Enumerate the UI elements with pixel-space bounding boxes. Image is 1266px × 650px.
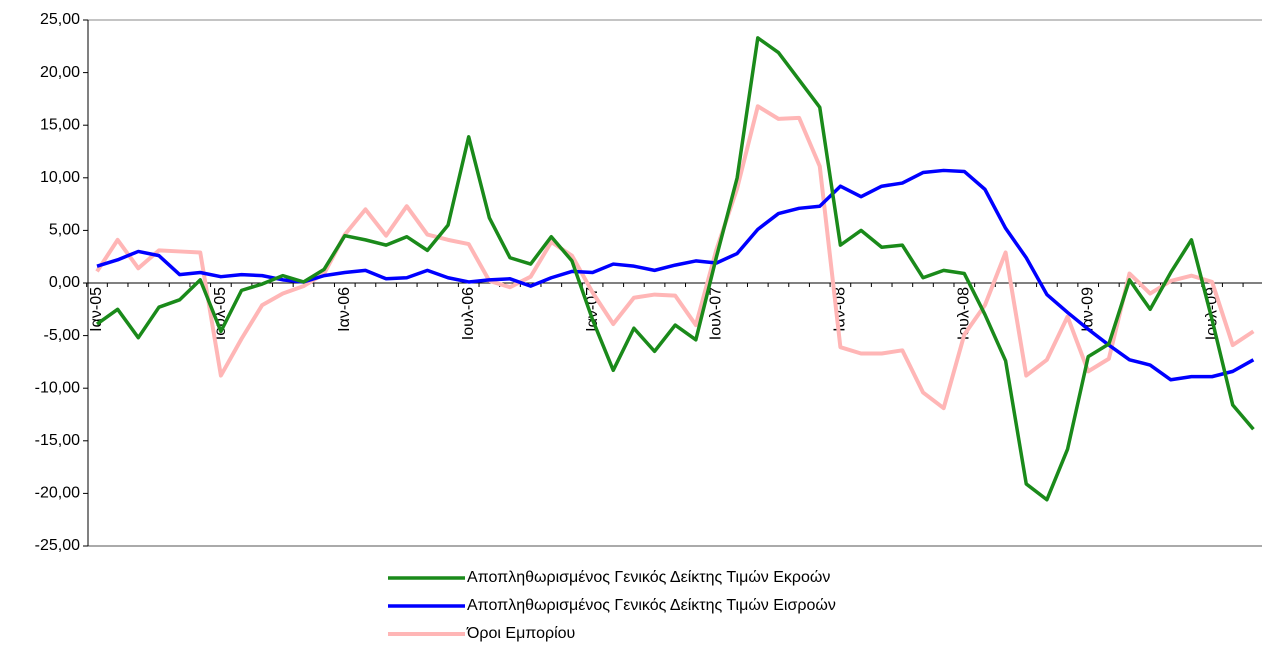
legend-label: Αποπληθωρισμένος Γενικός Δείκτης Τιμών Ε… — [467, 569, 830, 586]
legend-label: Αποπληθωρισμένος Γενικός Δείκτης Τιμών Ε… — [467, 597, 836, 614]
y-tick-label: 5,00 — [49, 222, 80, 239]
x-tick-label: Ιαν-05 — [88, 287, 105, 332]
x-tick-label: Ιαν-09 — [1079, 287, 1096, 332]
y-tick-label: 20,00 — [40, 64, 80, 81]
y-tick-label: 25,00 — [40, 11, 80, 28]
y-tick-label: -15,00 — [35, 432, 80, 449]
y-tick-label: 10,00 — [40, 169, 80, 186]
x-tick-label: Ιαν-06 — [336, 287, 353, 332]
y-tick-label: -25,00 — [35, 537, 80, 554]
y-tick-label: -5,00 — [44, 327, 81, 344]
legend-label: Όροι Εμπορίου — [466, 625, 575, 642]
y-tick-label: 0,00 — [49, 274, 80, 291]
series-line — [95, 36, 1255, 502]
y-tick-label: -10,00 — [35, 379, 80, 396]
series-line — [95, 104, 1255, 411]
x-tick-label: Ιουλ-07 — [708, 287, 725, 340]
y-tick-label: 15,00 — [40, 116, 80, 133]
series-line — [96, 168, 1255, 382]
x-tick-label: Ιουλ-06 — [460, 287, 477, 340]
y-tick-label: -20,00 — [35, 485, 80, 502]
